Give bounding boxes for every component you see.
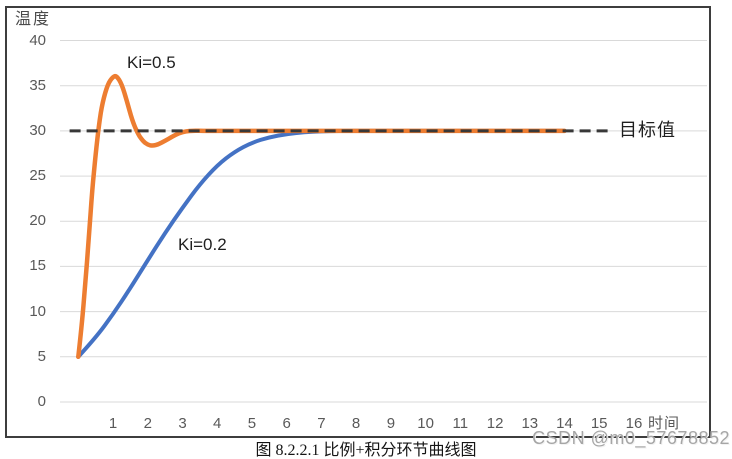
series-ki02-line xyxy=(76,128,567,359)
x-tick-label: 10 xyxy=(417,415,434,432)
y-tick-label: 25 xyxy=(29,167,46,185)
x-tick-label: 12 xyxy=(486,415,504,432)
x-axis-title: 时间 xyxy=(647,415,680,432)
y-tick-label: 40 xyxy=(29,31,46,49)
figure-caption: 图 8.2.2.1 比例+积分环节曲线图 xyxy=(255,442,477,459)
y-tick-label: 10 xyxy=(29,302,46,320)
x-tick-label: 3 xyxy=(178,415,187,432)
series-label-ki05: Ki=0.5 xyxy=(127,53,176,72)
x-tick-label: 5 xyxy=(247,415,257,432)
x-tick-label: 7 xyxy=(317,415,326,432)
target-line-label: 目标值 xyxy=(619,120,676,140)
y-tick-label: 35 xyxy=(29,76,46,94)
y-tick-label: 0 xyxy=(37,393,46,410)
x-tick-label: 1 xyxy=(108,415,118,432)
x-tick-label: 4 xyxy=(213,415,222,432)
gridlines xyxy=(60,40,707,403)
x-tick-label: 8 xyxy=(351,415,361,432)
y-tick-label: 15 xyxy=(29,257,46,275)
x-tick-label: 9 xyxy=(386,415,396,432)
series-ki05-line xyxy=(76,73,567,360)
x-tick-label: 16 xyxy=(625,415,643,432)
x-tick-label: 2 xyxy=(143,415,152,432)
x-tick-label: 14 xyxy=(556,415,573,432)
series-label-ki02: Ki=0.2 xyxy=(178,235,227,254)
plot-border xyxy=(5,6,711,438)
x-tick-label: 6 xyxy=(282,415,291,432)
y-tick-label: 5 xyxy=(37,347,46,365)
x-tick-label: 15 xyxy=(590,415,608,432)
watermark: CSDN @m0_57678852 xyxy=(532,428,730,448)
y-tick-label: 30 xyxy=(29,121,46,139)
y-tick-label: 20 xyxy=(29,212,46,230)
y-axis-title: 温度 xyxy=(15,11,52,28)
x-tick-label: 11 xyxy=(452,415,469,432)
x-tick-label: 13 xyxy=(521,415,539,432)
